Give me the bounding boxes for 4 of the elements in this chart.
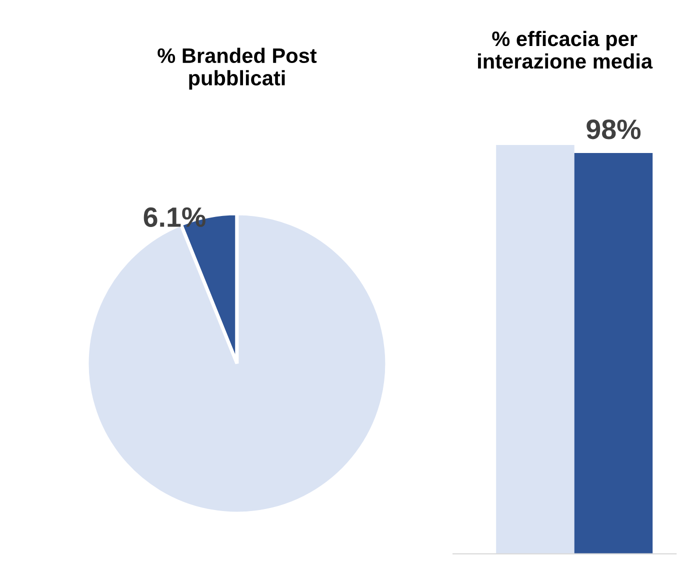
data-label: 98% [586,120,641,140]
chart-title: % Branded Post pubblicati [158,48,317,90]
data-label: 6.1% [144,207,206,227]
chart-title: % efficacia per interazione media [478,30,653,69]
